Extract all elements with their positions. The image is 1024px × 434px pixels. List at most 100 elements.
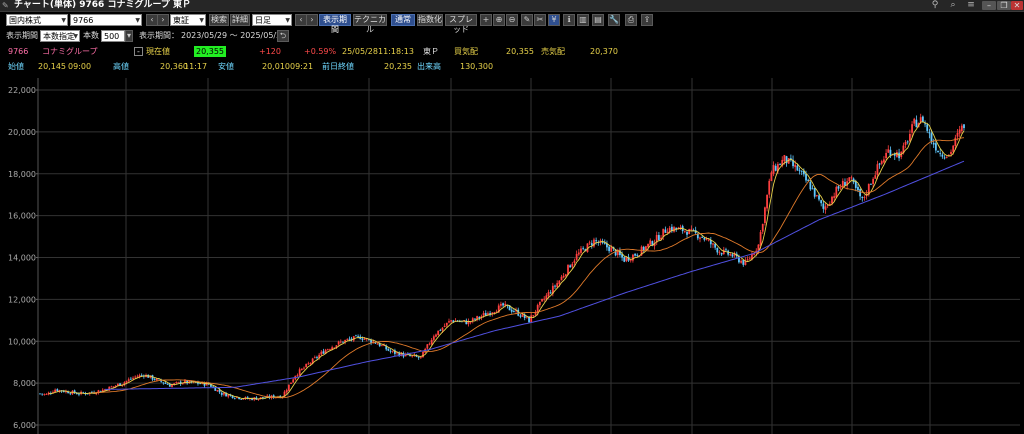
candle-body [753,253,755,255]
yen-icon[interactable]: ¥ [548,14,560,26]
candle-body [173,383,176,385]
candle-body [138,375,141,377]
print-icon[interactable]: ⎙ [625,14,637,26]
candle-body [841,180,844,188]
candle-body [47,392,50,395]
ask-value: 20,370 [590,47,618,56]
candle-body [787,158,790,164]
candle-body [355,335,357,337]
candle-body [307,363,310,365]
scissors-icon[interactable]: ✂ [534,14,546,26]
chevron-down-icon: ▼ [73,33,78,40]
quote-exchange: 東Ｐ [423,47,439,56]
candle-body [774,165,777,171]
minimize-button[interactable]: – [982,1,996,10]
close-button[interactable]: ✕ [1011,1,1023,10]
info-icon[interactable]: ℹ [563,14,575,26]
period-select[interactable]: 日足 ▼ [252,14,292,26]
candle-body [101,389,104,392]
candle-body [733,253,736,256]
candle-body [227,394,230,397]
candle-body [363,338,366,340]
high-time: 11:17 [184,62,208,71]
candle-body [82,392,85,394]
link-icon[interactable]: ⚲ [931,0,939,10]
candle-body [430,339,433,345]
next-period-button[interactable]: › [306,14,318,26]
candle-body [547,292,550,297]
open-value: 20,145 [38,62,66,71]
toggle-icon[interactable]: - [134,47,143,56]
count-mode-select[interactable]: 本数指定 ▼ [40,30,80,42]
index-button[interactable]: 指数化 [417,14,443,26]
candle-body [114,385,117,387]
low-label: 安値 [218,62,234,71]
candle-body [657,235,660,241]
detail-button[interactable]: 詳細 [230,14,250,26]
candle-body [783,155,786,162]
candle-body [205,382,208,386]
market-select-value: 国内株式 [9,16,41,25]
wrench-icon[interactable]: 🔧 [608,14,620,26]
search-icon[interactable]: ⌕ [950,0,956,10]
candle-body [153,379,156,380]
candle-body [136,376,139,378]
menu-icon[interactable]: ≡ [967,0,975,10]
candle-body [580,248,582,253]
candle-body [545,295,548,300]
candle-body [722,249,725,255]
layout-icon[interactable]: ▤ [592,14,604,26]
plus-icon[interactable]: + [480,14,492,26]
candle-body [97,390,100,393]
candle-body [220,392,223,395]
count-input[interactable]: 500 [101,30,125,42]
candle-body [65,391,67,393]
candle-body [344,340,347,343]
candle-body [950,151,952,154]
candle-body [411,355,414,357]
candle-body [593,239,595,247]
candle-body [807,179,810,182]
candle-body [919,117,922,123]
candle-body [833,196,836,198]
count-dropdown-icon[interactable]: ▾ [125,30,133,42]
candle-body [748,258,751,260]
candle-body [337,341,340,345]
code-input[interactable]: 9766 ▼ [70,14,142,26]
exchange-select[interactable]: 東証 ▼ [170,14,206,26]
candle-body [707,239,710,241]
zoom-out-icon[interactable]: ⊖ [506,14,518,26]
candle-body [352,336,355,341]
export-icon[interactable]: ⇪ [641,14,653,26]
technical-button[interactable]: テクニカル [353,14,387,34]
candle-body [54,389,57,393]
pen-icon[interactable]: ✎ [521,14,533,26]
y-tick-label: 18,000 [8,170,36,179]
candle-body [285,390,288,393]
price-chart[interactable]: 22,000 20,000 18,000 16,000 14,000 12,000 10,0… [0,78,1024,434]
normal-button[interactable]: 通常 [391,14,415,26]
spread-button[interactable]: スプレッド [445,14,477,34]
candle-body [610,247,613,252]
candle-body [785,156,788,164]
zoom-in-icon[interactable]: ⊕ [493,14,505,26]
display-period-button[interactable]: 表示期間 [319,14,351,34]
title-bar: ✎ チャート(単体) 9766 コナミグループ 東Ｐ ⚲ ⌕ ≡ – ❐ ✕ [0,0,1024,12]
market-select[interactable]: 国内株式 ▼ [6,14,68,26]
candle-body [287,384,290,391]
candle-body [320,351,323,355]
candle-body [404,354,407,357]
candle-body [374,342,377,344]
reset-range-icon[interactable]: ⮌ [277,30,289,42]
candle-body [904,141,907,145]
candle-body [199,383,202,385]
next-stock-button[interactable]: › [157,14,169,26]
candle-body [549,292,552,294]
count-mode-value: 本数指定 [43,32,75,41]
bar-chart-icon[interactable]: ▥ [577,14,589,26]
restore-button[interactable]: ❐ [997,1,1011,10]
candle-body [238,397,240,399]
y-tick-label: 14,000 [8,254,36,263]
candle-body [112,386,115,388]
search-button[interactable]: 検索 [209,14,229,26]
